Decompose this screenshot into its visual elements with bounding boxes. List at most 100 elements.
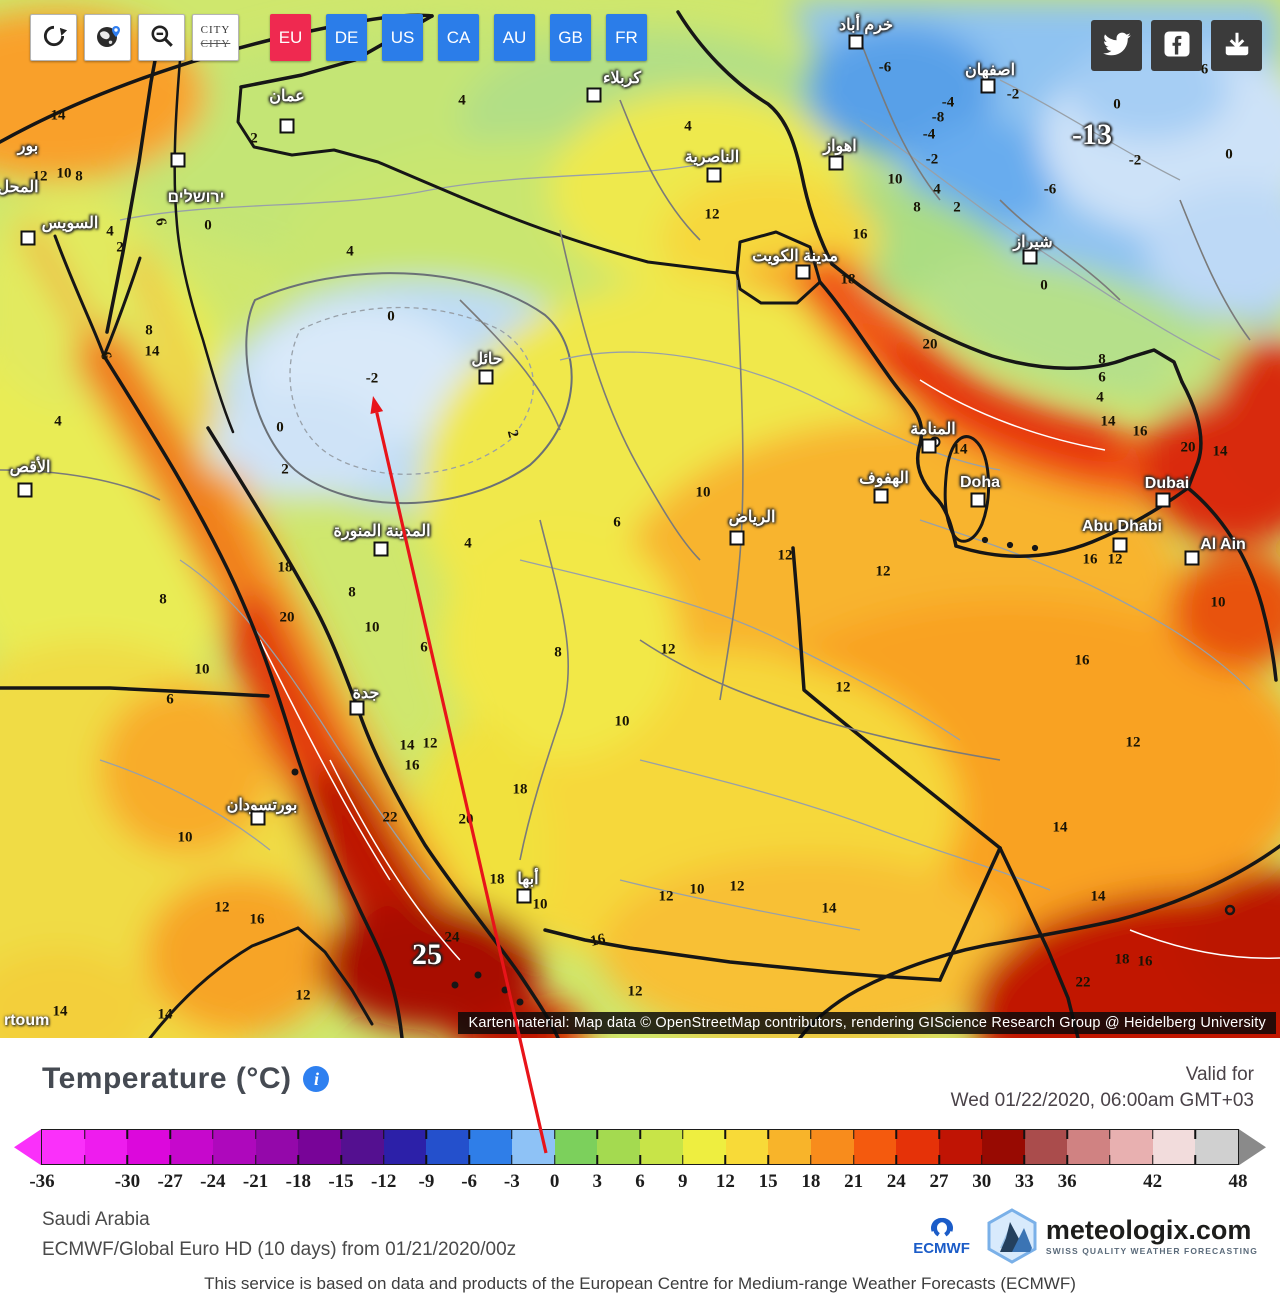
- colorbar-tickmark: [724, 1130, 727, 1140]
- region-button-us[interactable]: US: [382, 14, 423, 61]
- legend-tick-label: -9: [418, 1171, 435, 1193]
- region-button-au[interactable]: AU: [494, 14, 535, 61]
- meteologix-brand: meteologix.com: [1045, 1214, 1252, 1245]
- city-label: المحل: [0, 179, 39, 196]
- region-button-fr[interactable]: FR: [606, 14, 647, 61]
- region-button-de[interactable]: DE: [326, 14, 367, 61]
- temp-value-label: 10: [56, 165, 72, 182]
- meteologix-logo[interactable]: meteologix.com SWISS QUALITY WEATHER FOR…: [986, 1208, 1258, 1264]
- city-label: بورتسودان: [226, 797, 298, 814]
- twitter-share-button[interactable]: [1091, 20, 1142, 71]
- colorbar-tickmark: [852, 1130, 855, 1140]
- region-button-gb[interactable]: GB: [550, 14, 591, 61]
- colorbar-tickmark: [83, 1155, 86, 1165]
- region-button-ca[interactable]: CA: [438, 14, 479, 61]
- refresh-button[interactable]: [30, 14, 77, 61]
- weather-map[interactable]: 14 12 10 8 4 2 4 2 0 6 4 8 14 6 4 4 12 10 4 8 2 -2 -4 -6 -6 -4 -8-…: [0, 0, 1280, 1038]
- temp-value-label: 10: [177, 829, 193, 846]
- temp-value-label: 14: [144, 343, 160, 360]
- legend-tick-label: 0: [549, 1171, 560, 1193]
- legend-color-segment: [212, 1130, 256, 1165]
- temp-value-label: 2: [281, 461, 289, 478]
- locate-button[interactable]: [84, 14, 131, 61]
- temp-value-label: 16: [1082, 551, 1098, 568]
- temp-value-label: 8: [145, 322, 153, 339]
- colorbar-tickmark: [980, 1130, 983, 1140]
- temp-value-label: 10: [689, 881, 705, 898]
- info-icon[interactable]: i: [303, 1066, 330, 1092]
- colorbar-tickmark: [126, 1130, 129, 1140]
- colorbar-tickmark: [297, 1155, 300, 1165]
- facebook-share-button[interactable]: [1151, 20, 1202, 71]
- legend-color-segment: [255, 1130, 299, 1165]
- temp-value-label: 6: [420, 639, 428, 656]
- temp-value-label: 14: [1052, 819, 1068, 836]
- ecmwf-logo-icon: [930, 1217, 953, 1238]
- colorbar-left-arrow: [14, 1129, 41, 1166]
- city-labels-toggle[interactable]: CITY CITY: [192, 14, 239, 61]
- temp-value-label: 12: [777, 547, 793, 564]
- region-button-eu[interactable]: EU: [270, 14, 311, 61]
- legend-tick-label: 42: [1143, 1171, 1163, 1193]
- temp-value-label: 16: [852, 226, 868, 243]
- colorbar-tickmark: [639, 1155, 641, 1165]
- temp-value-label: 22: [1075, 974, 1091, 991]
- temp-value-label: 16: [249, 911, 265, 928]
- colorbar-tickmark: [169, 1130, 171, 1140]
- refresh-icon: [41, 23, 67, 52]
- legend-tick-label: 36: [1057, 1171, 1077, 1193]
- temp-value-label: 12: [658, 888, 674, 905]
- temp-value-label: -6: [1043, 181, 1057, 198]
- colorbar-right-arrow: [1239, 1129, 1266, 1166]
- temp-value-label: 0: [204, 217, 212, 234]
- temp-value-label: 16: [588, 931, 607, 950]
- ecmwf-disclaimer: This service is based on data and produc…: [204, 1274, 1076, 1294]
- temp-value-label: 14: [952, 441, 968, 458]
- city-marker: [828, 155, 844, 171]
- temp-value-label: -6: [878, 59, 892, 76]
- temp-value-label: 10: [364, 619, 380, 636]
- country-borders: [0, 10, 1280, 1038]
- temp-value-label: -4: [922, 126, 936, 143]
- ecmwf-logo[interactable]: ECMWF: [913, 1217, 970, 1256]
- colorbar-tickmark: [938, 1130, 940, 1140]
- temp-value-label: 4: [1096, 389, 1104, 406]
- colorbar-tickmark: [254, 1155, 257, 1165]
- colorbar-ticks: -36 -30 -27 -24 -21 -18 -15 -12 -9 -6 -3 0 3 6 9 12 15 18…: [29, 1169, 1247, 1197]
- legend-color-segment: [383, 1130, 427, 1165]
- city-marker: [921, 438, 937, 454]
- temp-value-label: -2: [925, 151, 939, 168]
- temp-value-label: 10: [695, 484, 711, 501]
- temp-value-label: 14: [399, 737, 415, 754]
- map-attribution: Kartenmaterial: Map data © OpenStreetMap…: [458, 1012, 1276, 1034]
- temp-value-label: 12: [835, 679, 851, 696]
- temp-value-label: 16: [404, 757, 420, 774]
- map-toolbar: CITY CITY EU DE US CA AU GB FR: [30, 14, 647, 61]
- city-marker: [1184, 550, 1200, 566]
- temp-value-label: 6: [613, 514, 621, 531]
- temp-value-label: 18: [512, 781, 528, 798]
- temp-value-label: 14: [1090, 888, 1106, 905]
- share-buttons: [1091, 20, 1262, 71]
- colorbar-tickmark: [511, 1130, 513, 1140]
- legend-tick-label: 21: [844, 1171, 864, 1193]
- colorbar-tickmark: [340, 1130, 342, 1140]
- colorbar-tickmark: [382, 1155, 385, 1165]
- legend-tick-label: 3: [592, 1171, 603, 1193]
- temperature-map-canvas[interactable]: [0, 0, 1280, 1038]
- temp-value-label: 12: [704, 206, 720, 223]
- temp-value-label: 4: [933, 181, 941, 198]
- city-label: جدة: [352, 685, 380, 702]
- city-label: اهواز: [823, 138, 857, 155]
- city-toggle-on-label: CITY: [200, 24, 231, 37]
- colorbar-tickmark: [1109, 1155, 1111, 1165]
- city-marker: [1155, 492, 1171, 508]
- temp-value-label: 10: [614, 713, 630, 730]
- colorbar-tickmark: [810, 1130, 812, 1140]
- legend-color-segment: [1195, 1130, 1239, 1165]
- temp-value-label: 6: [166, 691, 174, 708]
- legend-color-segment: [1152, 1130, 1196, 1165]
- legend-tick-label: 24: [886, 1171, 906, 1193]
- download-button[interactable]: [1211, 20, 1262, 71]
- zoom-out-button[interactable]: [138, 14, 185, 61]
